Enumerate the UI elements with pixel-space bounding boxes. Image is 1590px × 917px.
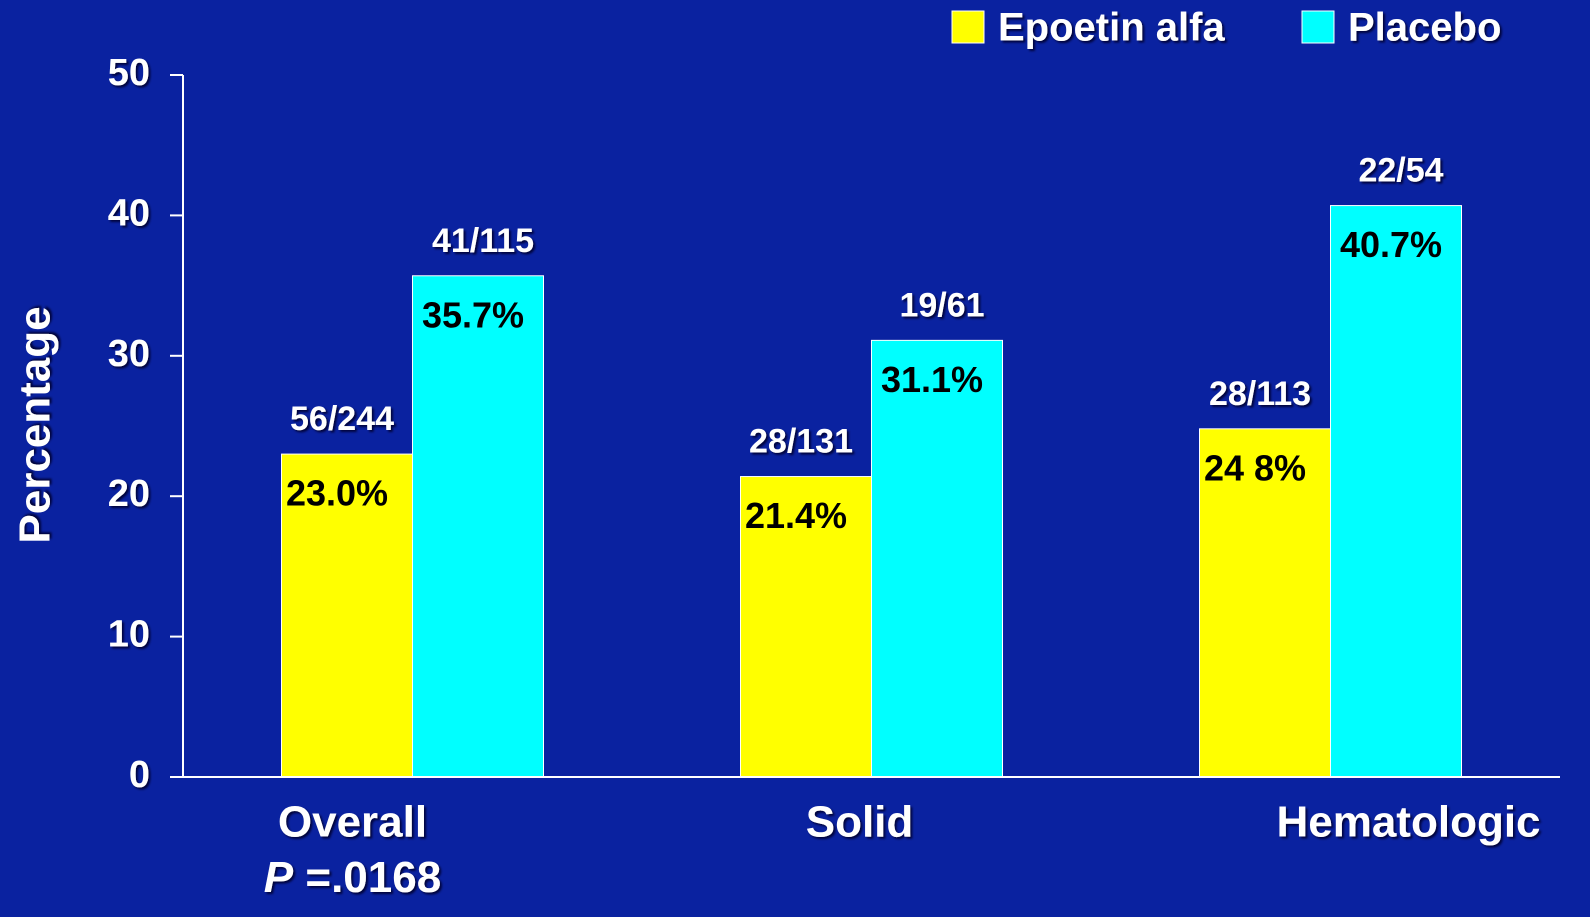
value-label: 21.4% <box>745 495 847 536</box>
value-label: 31.1% <box>881 359 983 400</box>
x-tick-label: Solid <box>806 798 914 847</box>
legend-swatch <box>951 10 985 44</box>
y-tick-label: 50 <box>108 52 150 94</box>
value-label: 23.0% <box>286 473 388 514</box>
bar <box>1330 205 1462 778</box>
value-label: 35.7% <box>422 294 524 335</box>
x-tick-label: Hematologic <box>1276 798 1540 847</box>
legend-label: Placebo <box>1348 6 1501 50</box>
fraction-label: 56/244 <box>290 400 394 438</box>
y-tick-label: 30 <box>108 333 150 375</box>
x-tick-label: Overall <box>278 798 427 847</box>
bar <box>412 275 544 778</box>
annotation-text: =.0168 <box>293 853 441 902</box>
y-tick-label: 20 <box>108 473 150 515</box>
annotation-symbol: P <box>264 853 294 902</box>
bar <box>740 476 872 778</box>
fraction-label: 41/115 <box>432 222 534 260</box>
y-tick-label: 0 <box>129 754 150 796</box>
bar <box>871 339 1003 778</box>
y-tick-label: 40 <box>108 192 150 234</box>
fraction-label: 28/131 <box>749 423 853 461</box>
y-axis-label: Percentage <box>11 306 60 543</box>
annotation: P =.0168 <box>264 853 441 902</box>
legend-label: Epoetin alfa <box>998 6 1225 50</box>
legend-swatch <box>1301 10 1335 44</box>
fraction-label: 19/61 <box>899 286 984 324</box>
value-label: 24 8% <box>1204 447 1306 488</box>
y-tick-label: 10 <box>108 614 150 656</box>
bar <box>281 453 413 778</box>
fraction-label: 22/54 <box>1358 152 1443 190</box>
value-label: 40.7% <box>1340 224 1442 265</box>
fraction-label: 28/113 <box>1209 375 1311 413</box>
